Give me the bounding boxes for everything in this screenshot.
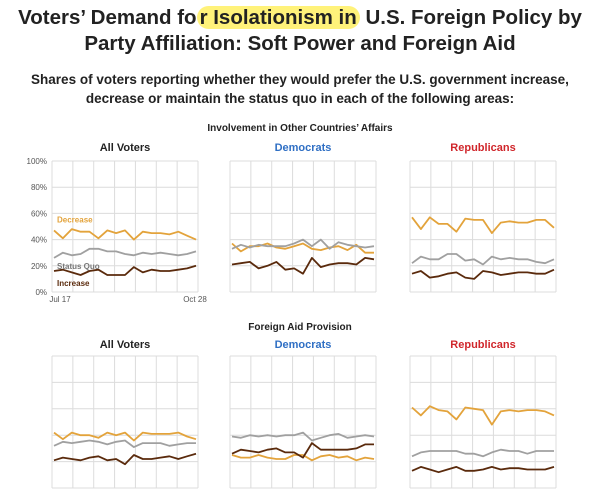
chart-panel: Democrats <box>229 142 377 293</box>
section-title: Involvement in Other Countries’ Affairs <box>207 123 393 134</box>
decrease-series-label: Decrease <box>57 215 93 224</box>
chart-panel: Democrats <box>229 339 377 489</box>
increase-series-line <box>53 264 197 276</box>
panel-title: Republicans <box>450 142 515 154</box>
page-subtitle: Shares of voters reporting whether they … <box>31 72 569 106</box>
decrease-series-line <box>231 454 375 462</box>
y-tick-label: 20% <box>31 262 47 271</box>
panel-title: Republicans <box>450 339 515 351</box>
panel-title: Democrats <box>275 339 332 351</box>
status-quo-series-line <box>231 431 375 442</box>
page-title-part1: Voters’ Demand fo <box>18 6 197 29</box>
y-tick-label: 0% <box>35 288 47 297</box>
increase-series-line <box>53 452 197 466</box>
status-quo-series-line <box>411 448 554 458</box>
x-tick-label: Oct 28 <box>183 295 207 304</box>
section-title: Foreign Aid Provision <box>248 322 352 333</box>
panel-title: All Voters <box>100 142 151 154</box>
panel-title: All Voters <box>100 339 151 351</box>
y-tick-label: 60% <box>31 209 47 218</box>
x-tick-label: Jul 17 <box>49 295 71 304</box>
panel-title: Democrats <box>275 142 332 154</box>
increase-series-label: Increase <box>57 279 90 288</box>
page-title: Voters’ Demand fo r Isolationism in U.S. … <box>0 5 600 57</box>
chart-panel: Republicans <box>409 339 557 489</box>
chart-panel: All Voters <box>51 339 199 489</box>
status-quo-series-line <box>411 253 555 266</box>
status-quo-series-line <box>53 247 197 259</box>
decrease-series-line <box>53 431 197 442</box>
status-quo-series-line <box>53 439 196 449</box>
decrease-series-line <box>53 228 197 241</box>
chart-panel: All Voters 0% 20% 40% 60% 80% 100% Jul 17 Oct 28… <box>27 142 208 304</box>
y-tick-label: 80% <box>31 183 47 192</box>
increase-series-line <box>231 256 375 275</box>
status-quo-series-label: Status Quo <box>57 262 100 271</box>
y-tick-label: 100% <box>27 157 47 166</box>
status-quo-series-line <box>231 238 375 250</box>
decrease-series-line <box>411 405 555 426</box>
page-title-highlight: r Isolationism in <box>196 6 360 29</box>
increase-series-line <box>411 268 555 280</box>
decrease-series-line <box>411 216 555 235</box>
chart-panel: Republicans <box>409 142 557 293</box>
y-tick-label: 40% <box>31 236 47 245</box>
increase-series-line <box>411 465 555 474</box>
increase-series-line <box>231 442 374 459</box>
page-title-part2: U.S. Foreign Policy by Party Affiliation… <box>84 6 582 55</box>
